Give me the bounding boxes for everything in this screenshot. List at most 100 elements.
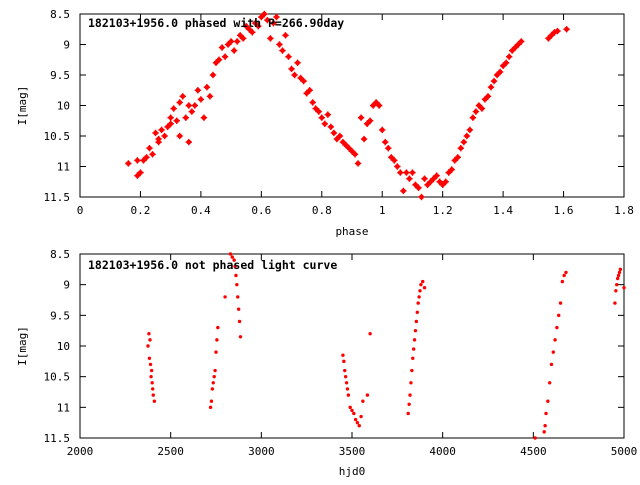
data-point [616,273,621,278]
data-point [214,350,218,354]
data-point [221,53,229,60]
data-point [363,120,371,127]
data-point [246,26,253,33]
data-point [150,381,154,385]
data-point [288,65,295,73]
data-point [306,87,313,94]
data-point [416,301,420,305]
data-point [327,123,335,131]
data-point [418,289,422,293]
data-point [270,19,277,27]
y-axis-label: I[mag] [16,326,29,366]
data-point [173,117,180,124]
data-point [417,295,421,299]
data-point [365,393,370,397]
data-point [276,41,283,48]
data-point [125,160,132,167]
data-point [215,56,223,63]
data-point [442,178,449,185]
x-axis-label: hjd0 [339,465,366,478]
data-point [343,368,347,373]
y-tick-label: 10.5 [44,371,71,384]
data-point [339,138,347,146]
data-point [354,160,362,167]
data-point [436,178,443,185]
data-point [564,270,568,275]
data-point [213,368,217,373]
data-point [230,47,238,54]
y-tick-label: 9.5 [50,69,70,82]
data-point [466,126,474,134]
y-tick-label: 11 [57,161,70,174]
data-point [548,32,555,39]
x-tick-label: 5000 [611,445,638,458]
data-point [490,77,498,85]
x-tick-label: 1.2 [433,204,453,217]
data-point [230,255,235,259]
x-tick-label: 0.4 [191,204,211,217]
data-point [563,26,570,33]
data-point [176,132,183,140]
data-point [475,102,483,109]
data-point [411,347,416,351]
y-tick-label: 10 [57,100,70,113]
data-point [200,114,208,121]
data-point [478,105,486,112]
data-point [223,295,227,299]
data-point [388,154,395,161]
data-point [496,68,504,76]
data-point [343,374,348,379]
data-point [300,77,307,85]
plot-frame [79,13,625,198]
data-point [140,157,147,164]
data-point [411,356,415,360]
data-point [238,335,243,339]
x-tick-label: 1.8 [614,204,634,217]
data-point [368,332,372,336]
data-point [372,99,380,106]
data-point [558,301,563,305]
axis-ticks: 2000 2500 3000 3500 4000 4500 5000 8.5 9 9.5 10 10.… [44,248,638,458]
data-point [451,157,458,164]
data-point [208,405,213,410]
x-axis-label: phase [335,225,368,238]
data-point [212,59,220,66]
data-point [549,362,554,367]
data-point [457,145,464,152]
data-point [330,129,338,137]
data-point [197,96,205,103]
data-point [315,108,322,115]
data-points [125,10,570,201]
data-point [385,145,392,152]
data-point [499,62,507,70]
data-point [427,178,434,185]
data-point [227,38,235,45]
data-point [557,313,561,318]
data-point [361,399,365,403]
x-tick-label: 2000 [67,445,94,458]
data-point [194,87,202,94]
data-point [236,32,244,39]
data-point [233,264,237,268]
unphased-light-curve-panel: 2000 2500 3000 3500 4000 4500 5000 8.5 9 9.5 10 10.… [16,248,637,478]
data-point [303,90,310,97]
data-point [415,184,422,192]
x-tick-label: 0.2 [131,204,151,217]
data-point [376,102,383,109]
data-point [158,126,165,134]
data-point [508,47,516,54]
data-point [493,71,501,79]
data-point [211,381,215,385]
data-point [391,157,398,164]
data-point [164,123,171,131]
data-point [258,13,265,21]
x-tick-label: 1.4 [493,204,513,217]
data-point [149,368,154,373]
y-tick-label: 9.5 [50,309,70,322]
data-point [403,169,410,176]
data-point [291,71,298,79]
y-tick-label: 11 [57,401,70,414]
data-point [439,181,446,188]
data-point [618,267,623,272]
data-point [345,145,353,152]
